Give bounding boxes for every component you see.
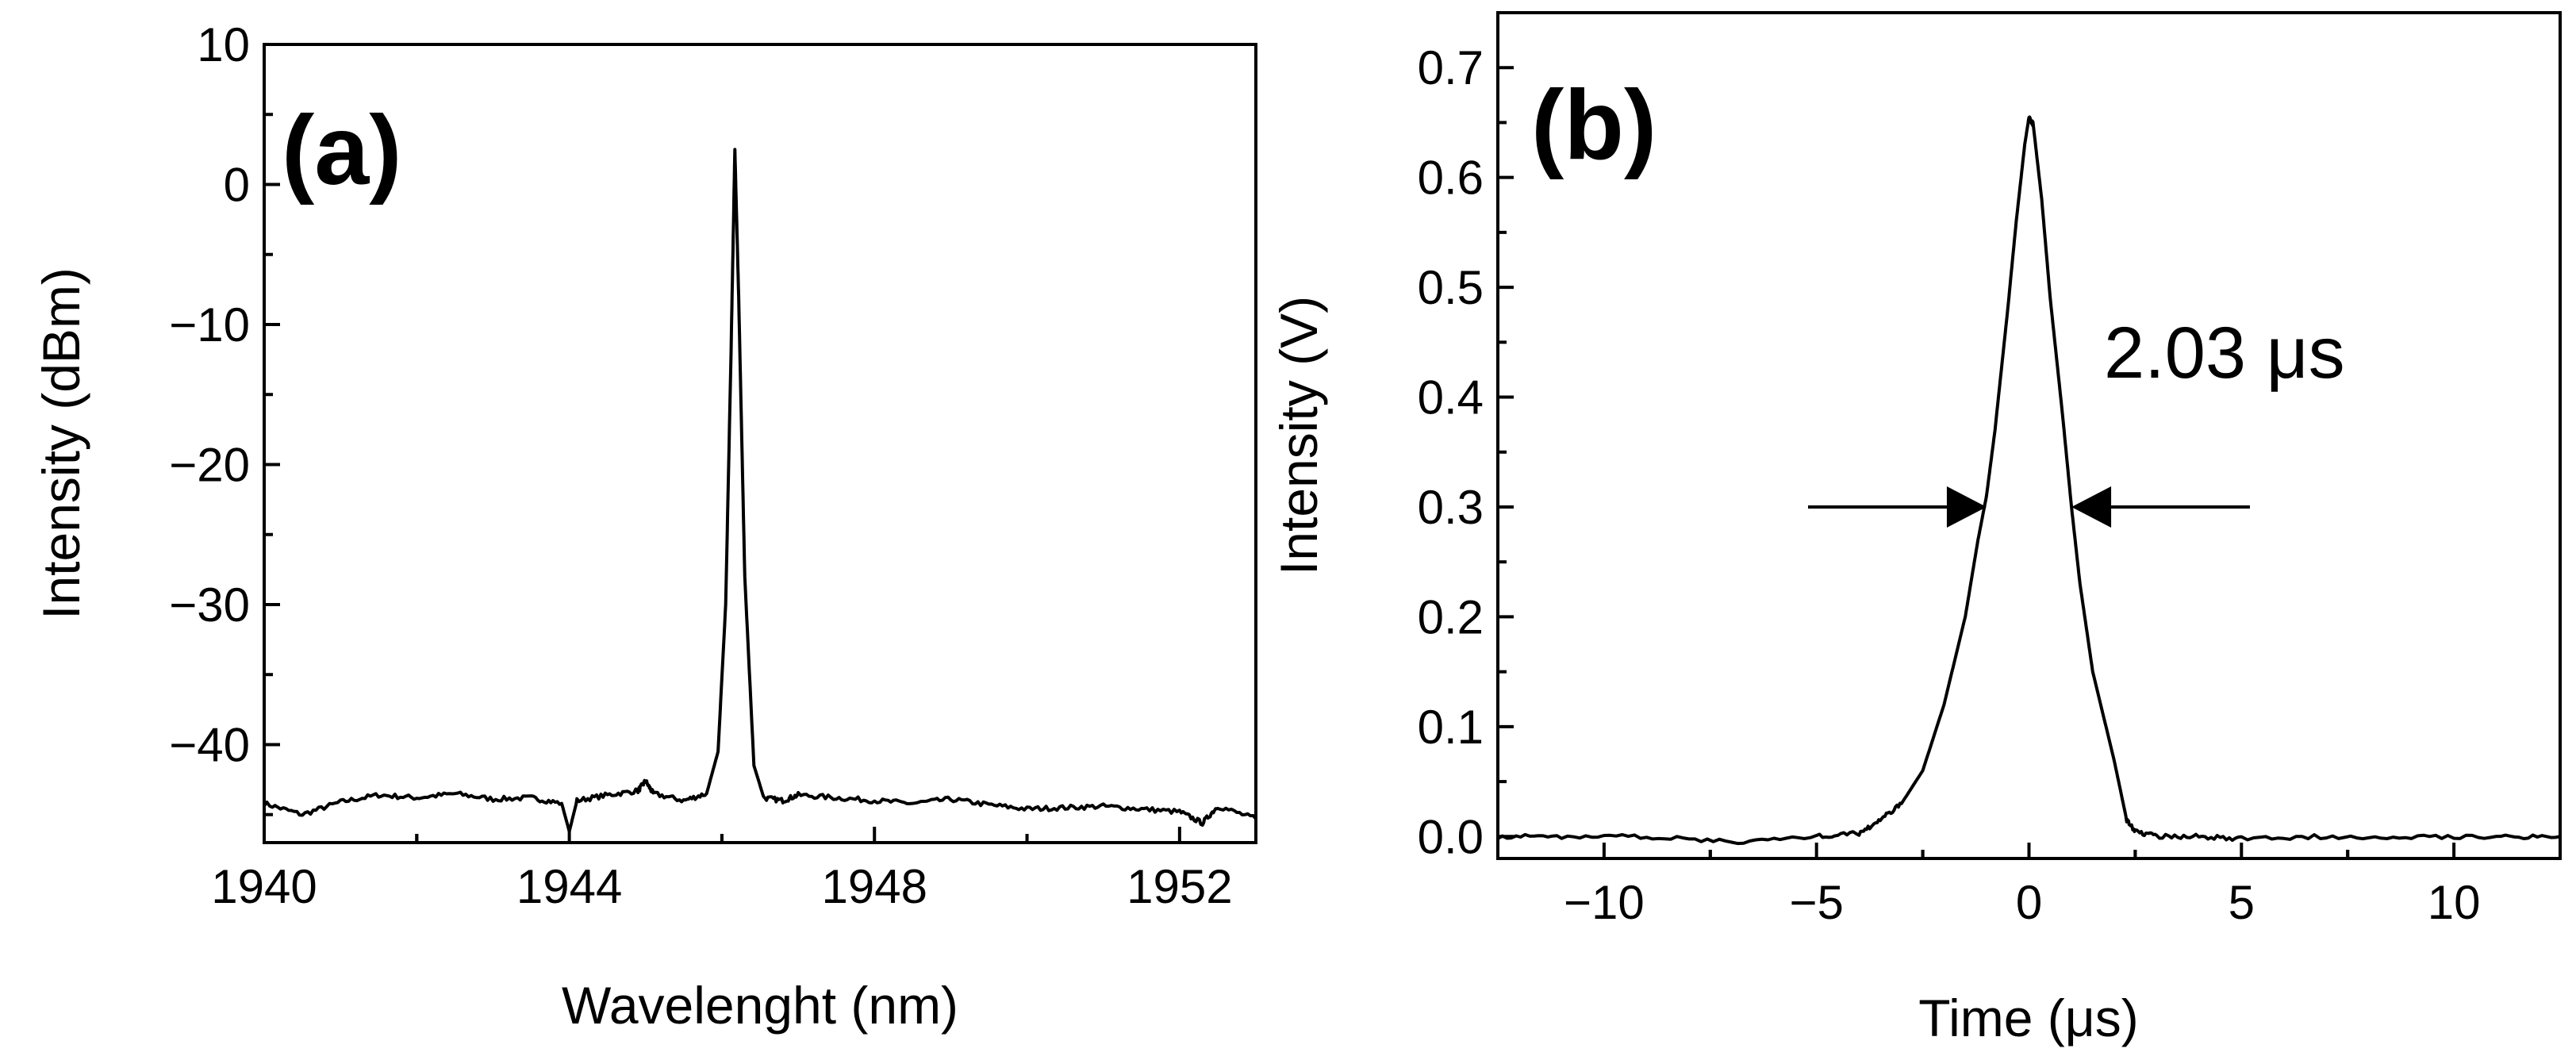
- y-tick-label-a: −20: [169, 438, 250, 491]
- x-axis-label-b: Time (μs): [1918, 989, 2139, 1047]
- y-tick-label-a: −30: [169, 578, 250, 632]
- y-tick-label-b: 0.0: [1418, 810, 1484, 863]
- fwhm-arrow-right-head: [2071, 486, 2112, 528]
- ticks-a: [263, 43, 1181, 843]
- spectrum-trace: [263, 148, 1257, 833]
- x-tick-label-b: −5: [1789, 876, 1843, 929]
- y-tick-label-a: −40: [169, 718, 250, 771]
- fwhm-arrow-left-head: [1946, 486, 1987, 528]
- y-tick-label-b: 0.3: [1418, 481, 1484, 534]
- fwhm-arrows: [1807, 486, 2251, 528]
- tick-labels-a: 1940 1944 1948 1952 10 0 −10 −20 −30 −40: [169, 18, 1232, 913]
- x-tick-label-a: 1940: [211, 860, 317, 913]
- x-tick-label-b: −10: [1564, 876, 1645, 929]
- tick-labels-b: −10 −5 0 5 10 0.0 0.1 0.2 0.3 0.4 0.5 0.6 0.7: [1418, 41, 2481, 929]
- x-tick-label-b: 0: [2016, 876, 2042, 929]
- panel-label-b: (b): [1531, 71, 1657, 180]
- y-axis-label-b: Intensity (V): [1269, 296, 1328, 575]
- panel-a: 1940 1944 1948 1952 10 0 −10 −20 −30 −40 (a) Wave…: [32, 18, 1257, 1035]
- x-tick-label-a: 1952: [1127, 860, 1232, 913]
- panel-label-a: (a): [282, 96, 402, 205]
- pulse-trace: [1496, 115, 2561, 846]
- panel-b: −10 −5 0 5 10 0.0 0.1 0.2 0.3 0.4 0.5 0.6 0.7 2.03 μ…: [1269, 11, 2562, 1047]
- y-tick-label-a: 10: [197, 18, 250, 71]
- y-tick-label-b: 0.6: [1418, 152, 1484, 205]
- x-tick-label-b: 10: [2428, 876, 2481, 929]
- y-axis-label-a: Intensity (dBm): [32, 267, 90, 620]
- plot-frame-b: [1496, 11, 2562, 860]
- x-tick-label-b: 5: [2229, 876, 2255, 929]
- y-tick-label-a: −10: [169, 298, 250, 351]
- y-tick-label-b: 0.4: [1418, 371, 1484, 424]
- fwhm-annotation: 2.03 μs: [2104, 313, 2345, 394]
- plot-frame-a: [263, 43, 1257, 844]
- y-tick-label-a: 0: [224, 158, 250, 211]
- y-tick-label-b: 0.2: [1418, 590, 1484, 643]
- x-axis-label-a: Wavelenght (nm): [562, 976, 958, 1035]
- y-tick-label-b: 0.1: [1418, 701, 1484, 754]
- x-tick-label-a: 1948: [821, 860, 927, 913]
- ticks-b: [1498, 11, 2456, 858]
- x-tick-label-a: 1944: [516, 860, 622, 913]
- y-tick-label-b: 0.5: [1418, 261, 1484, 314]
- y-tick-label-b: 0.7: [1418, 41, 1484, 94]
